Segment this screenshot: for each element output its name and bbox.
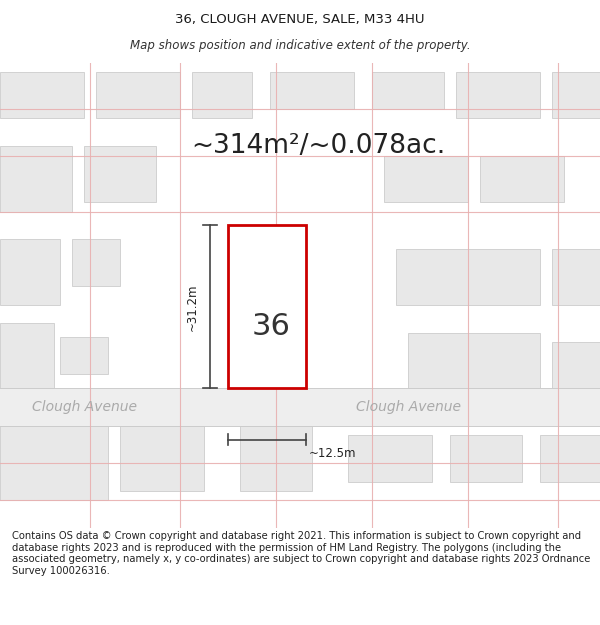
Bar xyxy=(480,156,564,202)
Bar xyxy=(0,146,72,211)
Bar xyxy=(270,72,354,109)
Bar xyxy=(540,435,600,481)
Bar xyxy=(192,72,252,118)
Bar xyxy=(228,226,306,388)
Bar xyxy=(96,72,180,118)
Bar xyxy=(408,332,540,388)
Text: ~31.2m: ~31.2m xyxy=(186,283,199,331)
Bar xyxy=(396,249,540,304)
Text: Clough Avenue: Clough Avenue xyxy=(355,400,461,414)
Bar xyxy=(552,72,600,118)
Text: 36, CLOUGH AVENUE, SALE, M33 4HU: 36, CLOUGH AVENUE, SALE, M33 4HU xyxy=(175,12,425,26)
Text: Map shows position and indicative extent of the property.: Map shows position and indicative extent… xyxy=(130,39,470,52)
Bar xyxy=(240,426,312,491)
Bar xyxy=(0,388,600,426)
Bar xyxy=(0,323,54,388)
Text: ~314m²/~0.078ac.: ~314m²/~0.078ac. xyxy=(191,133,445,159)
Bar xyxy=(372,72,444,109)
Bar xyxy=(552,342,600,388)
Bar xyxy=(456,72,540,118)
Text: Clough Avenue: Clough Avenue xyxy=(32,400,137,414)
Text: 36: 36 xyxy=(251,312,290,341)
Bar xyxy=(60,338,108,374)
Bar xyxy=(84,146,156,202)
Text: Contains OS data © Crown copyright and database right 2021. This information is : Contains OS data © Crown copyright and d… xyxy=(12,531,590,576)
Text: ~12.5m: ~12.5m xyxy=(309,447,356,459)
Bar xyxy=(0,426,108,500)
Bar xyxy=(120,426,204,491)
Bar xyxy=(552,249,600,304)
Bar xyxy=(450,435,522,481)
Bar xyxy=(72,239,120,286)
Bar xyxy=(0,239,60,304)
Bar xyxy=(384,156,468,202)
Bar xyxy=(348,435,432,481)
Bar xyxy=(0,72,84,118)
